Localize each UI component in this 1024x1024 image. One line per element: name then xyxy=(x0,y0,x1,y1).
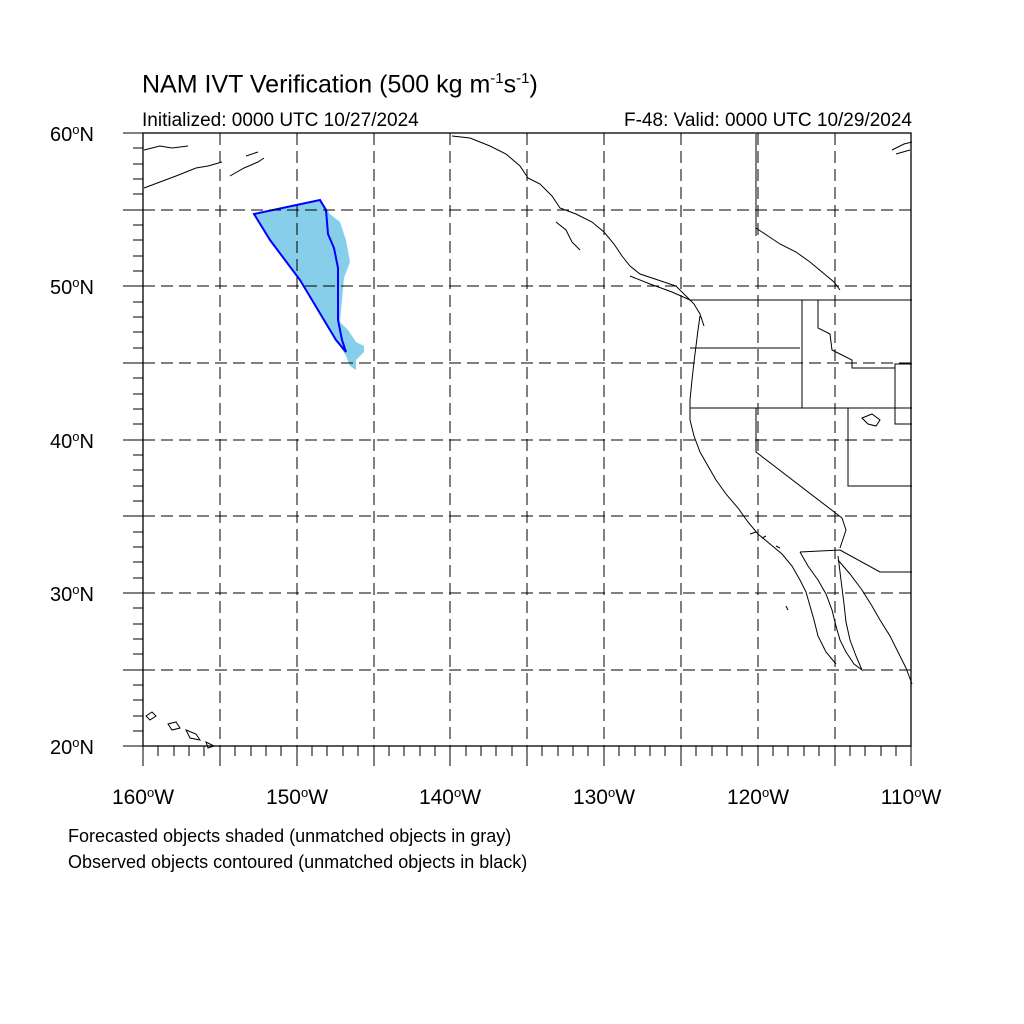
political-boundaries xyxy=(690,134,912,573)
grid-lines xyxy=(143,133,911,746)
axis-ticks xyxy=(123,132,912,766)
lon-label-130w: 130oW xyxy=(572,785,636,809)
lon-label-150w: 150oW xyxy=(265,785,329,809)
lon-label-120w: 120oW xyxy=(726,785,790,809)
legend-note-observed: Observed objects contoured (unmatched ob… xyxy=(68,852,528,872)
coastlines xyxy=(143,135,913,749)
lon-label-160w: 160oW xyxy=(111,785,175,809)
lat-label-40n: 40oN xyxy=(50,429,94,453)
lon-label-110w: 110oW xyxy=(880,785,942,809)
lat-label-50n: 50oN xyxy=(50,275,94,299)
map-title: NAM IVT Verification (500 kg m-1s-1) xyxy=(142,70,538,99)
forecast-object-shaded xyxy=(254,200,364,370)
valid-time: F-48: Valid: 0000 UTC 10/29/2024 xyxy=(624,110,912,131)
legend-note-forecast: Forecasted objects shaded (unmatched obj… xyxy=(68,826,512,846)
lat-label-20n: 20oN xyxy=(50,735,94,759)
lat-label-60n: 60oN xyxy=(50,122,94,146)
lat-label-30n: 30oN xyxy=(50,582,94,606)
initialized-time: Initialized: 0000 UTC 10/27/2024 xyxy=(142,110,419,131)
lon-label-140w: 140oW xyxy=(418,785,482,809)
